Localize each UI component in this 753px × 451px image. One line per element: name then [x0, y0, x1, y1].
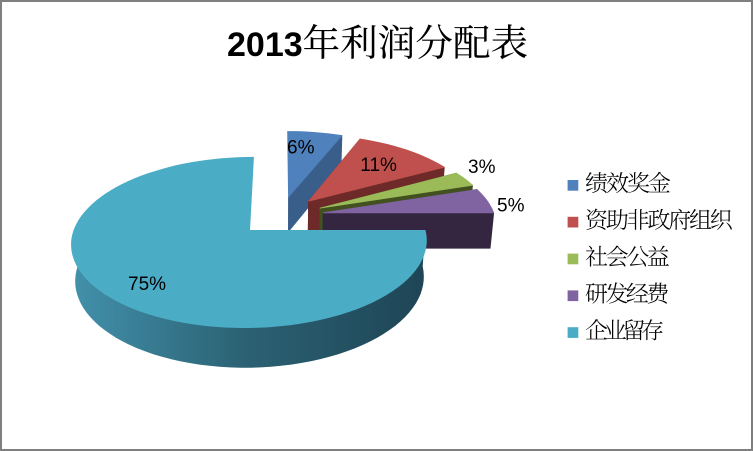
- svg-text:75%: 75%: [128, 274, 166, 295]
- svg-text:5%: 5%: [497, 196, 525, 217]
- svg-text:2013: 2013: [227, 26, 303, 64]
- svg-text:11%: 11%: [360, 155, 397, 176]
- svg-text:6%: 6%: [287, 138, 315, 159]
- svg-text:3%: 3%: [468, 157, 496, 178]
